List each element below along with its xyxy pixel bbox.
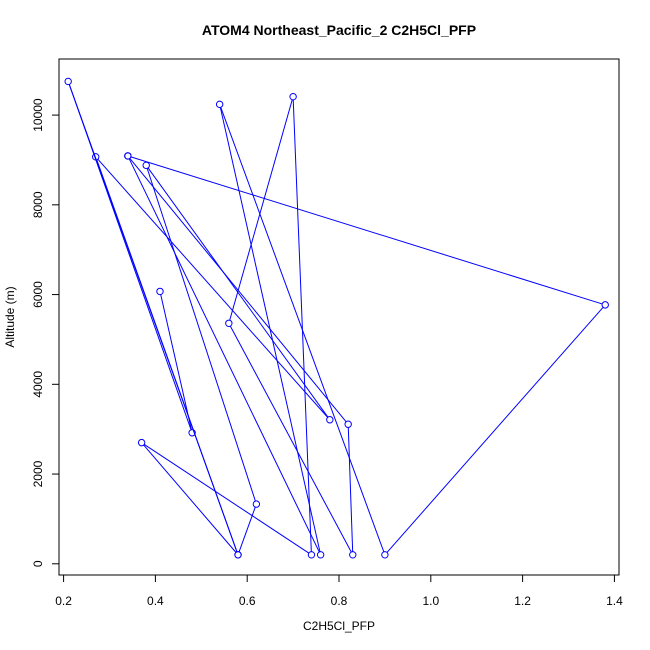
- data-point: [64, 77, 72, 86]
- series-segment: [144, 443, 310, 554]
- series-segment: [229, 99, 293, 321]
- series-segment: [220, 107, 385, 552]
- data-point: [326, 416, 334, 424]
- x-axis-label: C2H5Cl_PFP: [303, 619, 375, 633]
- data-point: [601, 301, 609, 309]
- series-segment: [129, 158, 347, 423]
- x-tick-label: 1.0: [422, 594, 439, 608]
- series-segment: [160, 294, 192, 430]
- series-segment: [143, 444, 237, 553]
- series-segment: [128, 158, 320, 553]
- data-point: [252, 500, 261, 508]
- series-segment: [229, 325, 352, 553]
- x-tick-label: 0.4: [147, 594, 164, 608]
- series-segment: [219, 107, 321, 552]
- x-axis: 0.2 0.4 0.6 0.8 1.0 1.2 1.4: [55, 574, 623, 608]
- data-point: [307, 551, 316, 559]
- chart-title: ATOM4 Northeast_Pacific_2 C2H5Cl_PFP: [202, 22, 476, 38]
- x-tick-label: 1.4: [606, 594, 623, 608]
- series-segment: [96, 159, 238, 552]
- series-lines: [68, 84, 604, 554]
- y-axis-label: Altitude (m): [3, 286, 17, 347]
- x-tick-label: 0.2: [55, 594, 72, 608]
- y-tick-label: 8000: [31, 191, 45, 218]
- x-tick-label: 0.6: [239, 594, 256, 608]
- series-segment: [347, 427, 354, 552]
- data-point: [225, 319, 233, 327]
- data-point: [215, 100, 224, 109]
- y-tick-label: 4000: [31, 371, 45, 398]
- series-points: [64, 77, 609, 559]
- y-tick-label: 6000: [31, 281, 45, 308]
- data-point: [349, 551, 357, 559]
- x-tick-label: 1.2: [514, 594, 531, 608]
- y-tick-label: 10000: [31, 98, 45, 132]
- data-point: [234, 551, 242, 559]
- data-point: [381, 551, 389, 559]
- data-point: [92, 153, 100, 161]
- data-point: [137, 438, 146, 447]
- series-segment: [130, 156, 603, 305]
- x-tick-label: 0.8: [331, 594, 348, 608]
- data-point: [344, 420, 352, 428]
- y-tick-label: 0: [31, 560, 45, 567]
- series-segment: [386, 306, 604, 553]
- data-point: [188, 429, 196, 437]
- data-point: [316, 551, 325, 559]
- series-segment: [97, 158, 329, 418]
- data-point: [124, 152, 132, 160]
- data-point: [142, 161, 150, 170]
- series-segment: [146, 168, 256, 502]
- data-point: [289, 92, 297, 101]
- series-segment: [292, 99, 312, 552]
- series-segment: [238, 506, 256, 552]
- y-axis: 0 2000 4000 6000 8000 10000: [31, 98, 60, 567]
- y-tick-label: 2000: [31, 460, 45, 487]
- data-point: [156, 287, 164, 296]
